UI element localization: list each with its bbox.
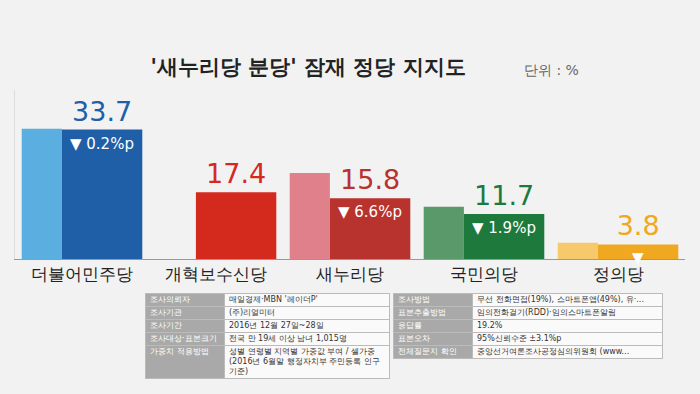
svg-text:개혁보수신당: 개혁보수신당 bbox=[165, 264, 267, 284]
svg-text:▼ 0.2%p: ▼ 0.2%p bbox=[70, 135, 134, 153]
svg-text:▼: ▼ bbox=[632, 249, 644, 267]
html-text:(주)리얼미터: (주)리얼미터 bbox=[229, 308, 276, 317]
svg-text:더불어민주당: 더불어민주당 bbox=[31, 264, 133, 284]
svg-text:정의당: 정의당 bbox=[593, 264, 644, 284]
html-text:조사방법: 조사방법 bbox=[398, 295, 430, 304]
html-text:표본오차: 표본오차 bbox=[398, 334, 430, 343]
svg-text:▼ 1.9%p: ▼ 1.9%p bbox=[472, 219, 536, 237]
html-text:성별 연령별 지역별 가중값 부여 / 셀가중 (2016년: 성별 연령별 지역별 가중값 부여 / 셀가중 (2016년 6월말 행정자치부… bbox=[229, 347, 380, 376]
svg-text:'새누리당 분당' 잠재 정당 지지도: '새누리당 분당' 잠재 정당 지지도 bbox=[150, 55, 465, 79]
html-text:95%신뢰수준 ±3.1%p: 95%신뢰수준 ±3.1%p bbox=[477, 334, 562, 343]
html-text:표본추출방법: 표본추출방법 bbox=[398, 308, 446, 317]
svg-text:33.7: 33.7 bbox=[72, 96, 132, 127]
html-text:응답률: 응답률 bbox=[398, 321, 422, 330]
html-text:임의전화걸기(RDD)·임의스마트폰알림: 임의전화걸기(RDD)·임의스마트폰알림 bbox=[477, 308, 616, 317]
html-text:매일경제·MBN '레이더P': 매일경제·MBN '레이더P' bbox=[229, 295, 318, 304]
svg-text:국민의당: 국민의당 bbox=[450, 264, 518, 284]
html-text:조사의뢰자: 조사의뢰자 bbox=[150, 295, 190, 304]
html-text:중앙선거여론조사공정심의위원회 (www...: 중앙선거여론조사공정심의위원회 (www... bbox=[477, 347, 630, 356]
html-text:19.2%: 19.2% bbox=[477, 321, 503, 330]
html-text:전국 만 19세 이상 남녀 1,015명: 전국 만 19세 이상 남녀 1,015명 bbox=[229, 334, 347, 343]
svg-text:▼ 6.6%p: ▼ 6.6%p bbox=[338, 203, 402, 221]
html-text:전체질문지 확인: 전체질문지 확인 bbox=[398, 347, 457, 356]
html-text:조사대상·표본크기: 조사대상·표본크기 bbox=[150, 334, 217, 343]
svg-text:새누리당: 새누리당 bbox=[316, 264, 384, 284]
svg-text:11.7: 11.7 bbox=[474, 180, 534, 211]
svg-text:15.8: 15.8 bbox=[340, 164, 400, 195]
svg-text:3.8: 3.8 bbox=[617, 210, 660, 241]
html-text:가중치 적용방법: 가중치 적용방법 bbox=[150, 347, 209, 356]
html-text:조사기관: 조사기관 bbox=[150, 308, 182, 317]
html-text:2016년 12월 27일~28일: 2016년 12월 27일~28일 bbox=[229, 321, 324, 330]
html-text:무선 전화면접(19%), 스마트폰앱(49%), 유·..: 무선 전화면접(19%), 스마트폰앱(49%), 유·... bbox=[477, 295, 644, 304]
svg-text:17.4: 17.4 bbox=[206, 158, 266, 189]
svg-text:단위 : %: 단위 : % bbox=[524, 62, 579, 78]
html-text:조사기간: 조사기간 bbox=[150, 321, 182, 330]
